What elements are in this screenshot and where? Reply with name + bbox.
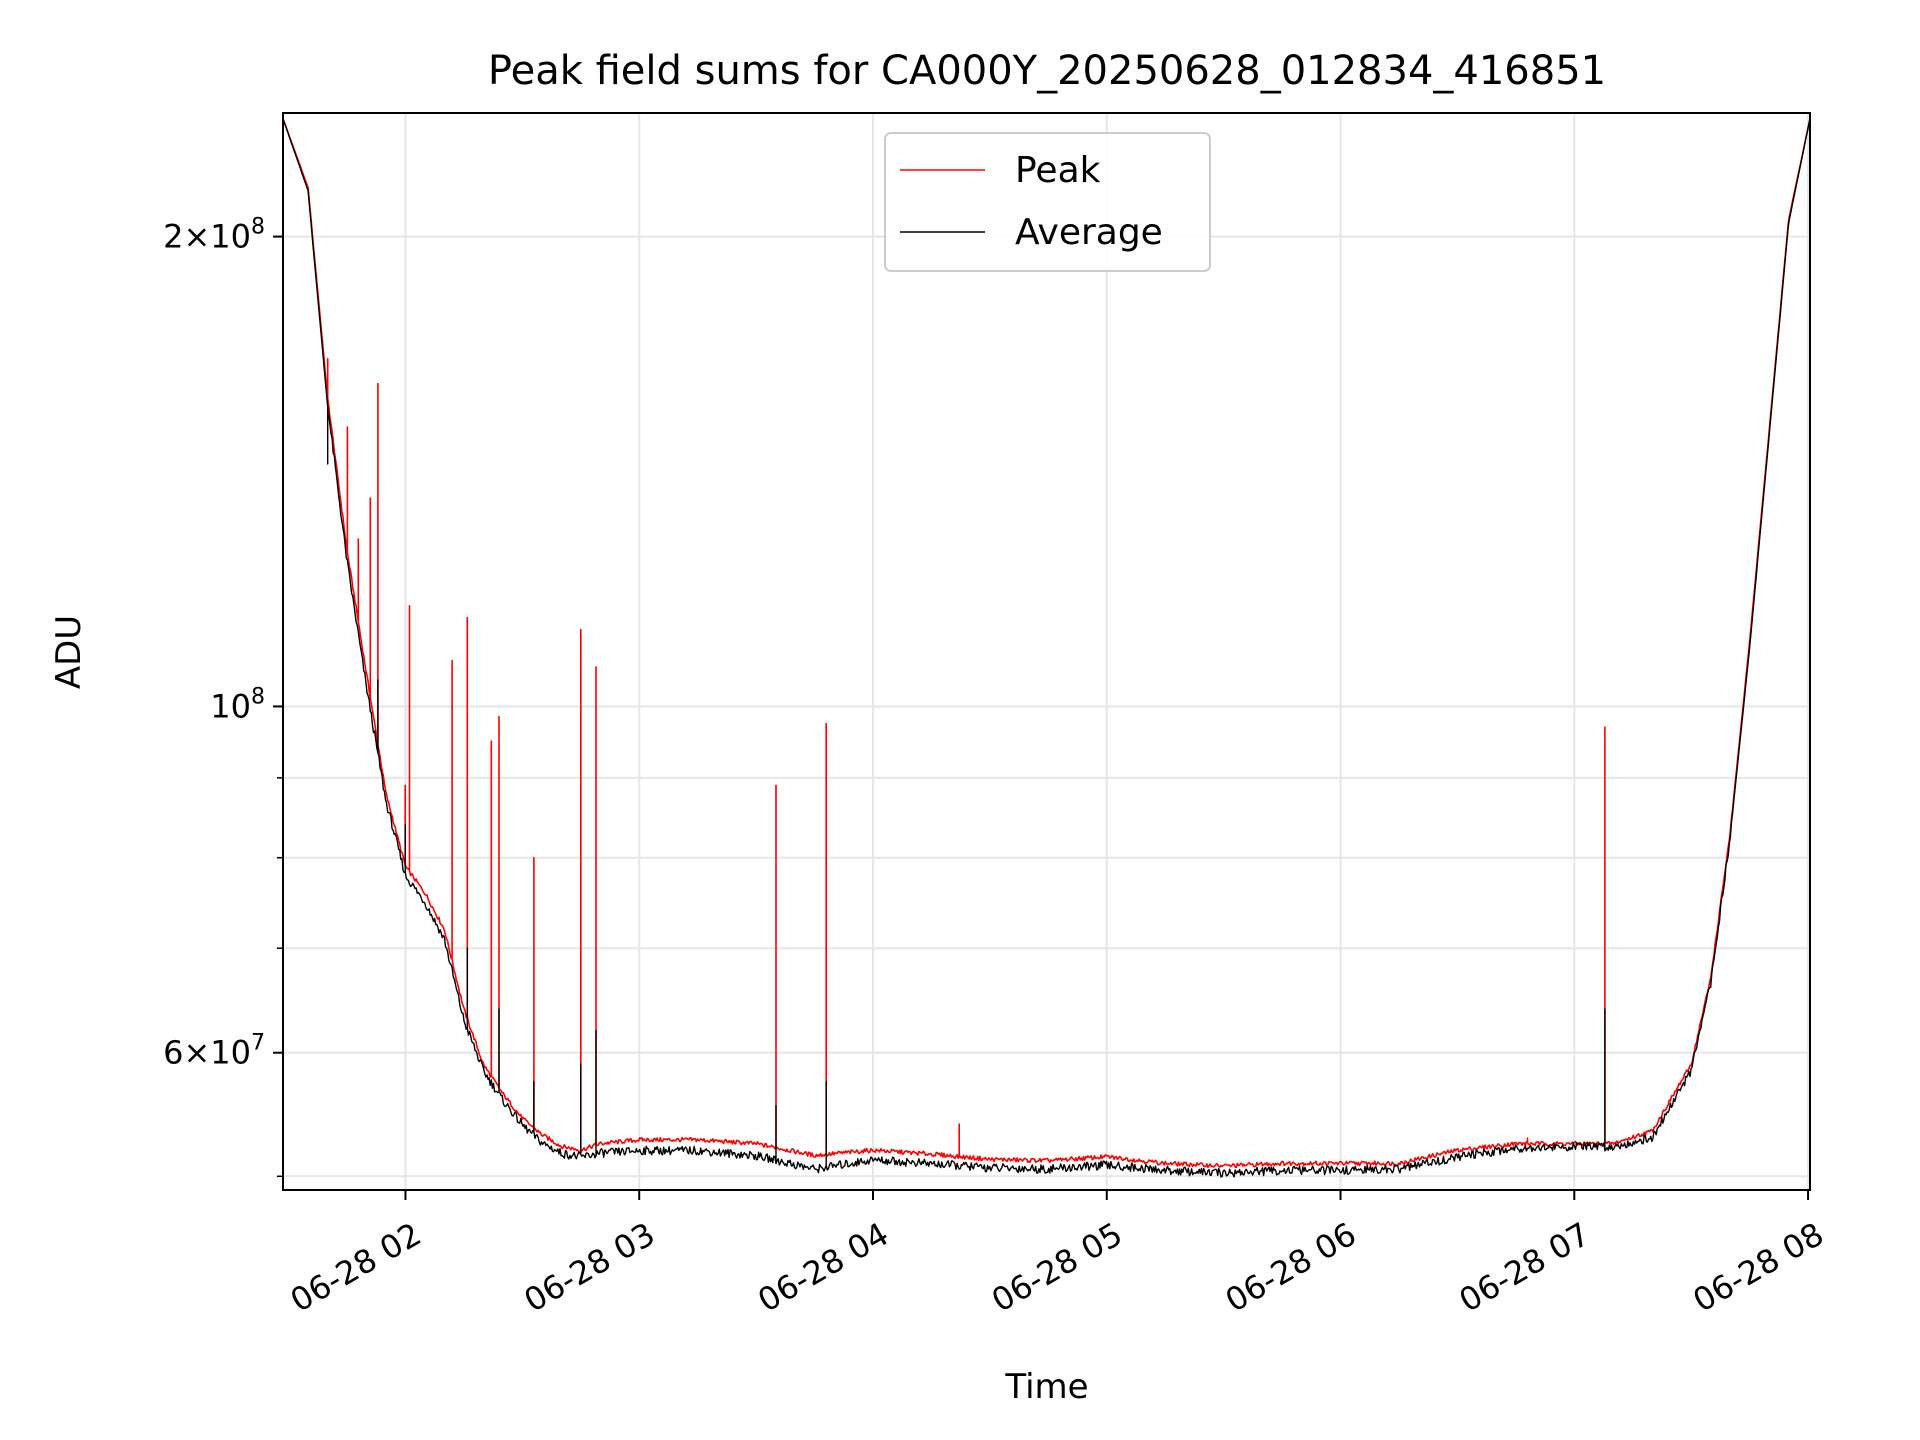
legend-peak-label: Peak [1015, 150, 1101, 191]
average-series-line [282, 118, 1811, 1178]
series-layer [282, 118, 1811, 1178]
y-tick-label: 6×107 [163, 1031, 265, 1072]
y-tick-label: 108 [210, 684, 265, 725]
plot-frame [282, 112, 1811, 1191]
grid [283, 113, 1810, 1190]
y-axis-label: ADU [49, 615, 89, 689]
legend-average-label: Average [1015, 212, 1163, 253]
legend: Peak Average [884, 132, 1211, 272]
chart-title: Peak field sums for CA000Y_20250628_0128… [488, 48, 1606, 94]
x-axis-label: Time [1004, 1367, 1088, 1407]
y-tick-label: 2×108 [163, 215, 265, 256]
peak-series-line [282, 118, 1811, 1169]
legend-box [884, 132, 1211, 272]
